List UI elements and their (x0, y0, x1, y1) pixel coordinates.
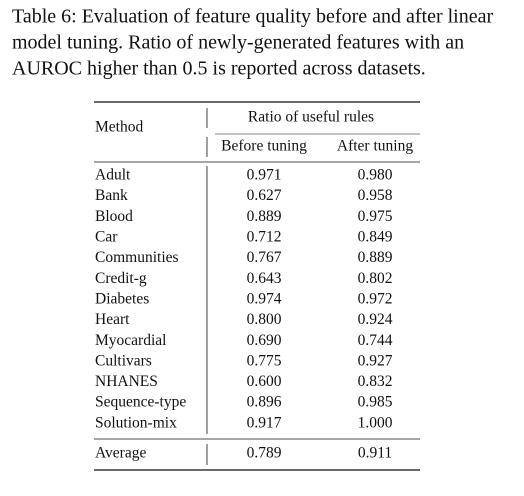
table-cell: 0.889 (358, 249, 393, 266)
table-cell: 0.600 (247, 373, 282, 390)
table-cell: 0.917 (247, 414, 282, 431)
table-cell: 0.775 (247, 352, 282, 369)
table-cell: Cultivars (95, 352, 152, 369)
table-cell: Sequence-type (95, 394, 186, 411)
table-cell: 0.974 (247, 290, 282, 307)
table-cell: 0.802 (358, 270, 393, 287)
table-cell: 0.911 (358, 445, 392, 462)
table-cell: 0.767 (247, 249, 282, 266)
header-cell: Method (95, 119, 143, 136)
header-cell: Before tuning (221, 138, 307, 155)
table-cell: 0.889 (247, 208, 282, 225)
table-cell: 0.972 (358, 290, 393, 307)
table-cell: 0.800 (247, 311, 282, 328)
table-cell: 0.980 (358, 167, 393, 184)
table-cell: NHANES (95, 373, 158, 390)
table-cell: Communities (95, 249, 179, 266)
table-cell: 0.896 (247, 394, 282, 411)
table-cell: Adult (95, 167, 131, 184)
table-cell: Blood (95, 208, 133, 225)
header-cell: Ratio of useful rules (248, 109, 374, 126)
table-cell: 0.958 (358, 187, 393, 204)
caption-line: model tuning. Ratio of newly-generated f… (12, 32, 464, 54)
table-cell: 0.832 (358, 373, 393, 390)
table-cell: 0.744 (358, 332, 393, 349)
table-cell: 1.000 (358, 414, 393, 431)
table-cell: 0.924 (358, 311, 393, 328)
table-cell: 0.690 (247, 332, 282, 349)
table-cell: Diabetes (95, 290, 149, 307)
table-cell: 0.712 (247, 229, 282, 246)
table-cell: 0.985 (358, 394, 393, 411)
table-cell: 0.927 (358, 352, 393, 369)
table-cell: Heart (95, 311, 130, 328)
table-cell: 0.975 (358, 208, 393, 225)
table-cell: 0.849 (358, 229, 393, 246)
table-cell: 0.971 (247, 167, 282, 184)
table-cell: Car (95, 229, 118, 246)
header-cell: After tuning (337, 138, 413, 155)
table-cell: 0.643 (247, 270, 282, 287)
caption-line: AUROC higher than 0.5 is reported across… (12, 58, 426, 80)
table-cell: 0.789 (247, 445, 282, 462)
caption-line: Table 6: Evaluation of feature quality b… (12, 6, 493, 28)
table-cell: Solution-mix (95, 414, 177, 431)
table-cell: Credit-g (95, 270, 147, 287)
table-cell: 0.627 (247, 187, 282, 204)
table-cell: Myocardial (95, 332, 166, 349)
table-cell: Bank (95, 187, 128, 204)
table-cell: Average (95, 445, 146, 462)
